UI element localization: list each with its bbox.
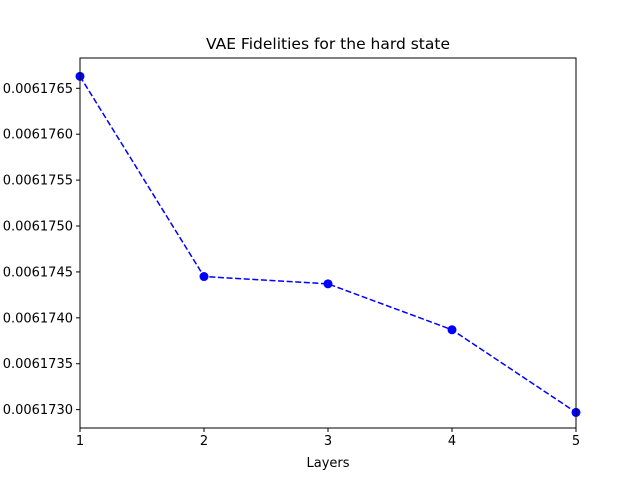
y-axis-ticks: 0.0061730 0.0061735 0.0061740 0.0061745 0.00… — [3, 82, 80, 418]
x-tick-label: 1 — [76, 434, 84, 449]
x-tick-label: 4 — [448, 434, 456, 449]
x-tick-label: 5 — [572, 434, 580, 449]
x-axis-ticks: 1 2 3 4 5 — [76, 428, 580, 449]
chart-title: VAE Fidelities for the hard state — [206, 35, 450, 53]
series-line — [79, 75, 577, 414]
y-tick-label: 0.0061730 — [3, 403, 73, 418]
x-axis-label: Layers — [306, 456, 349, 471]
series-layer — [75, 71, 581, 417]
y-tick-label: 0.0061755 — [3, 174, 73, 189]
data-point — [199, 272, 209, 282]
x-tick-label: 3 — [324, 434, 332, 449]
y-tick-label: 0.0061740 — [3, 311, 73, 326]
plot-area-frame — [79, 57, 577, 429]
x-tick-label: 2 — [200, 434, 208, 449]
y-tick-label: 0.0061760 — [3, 128, 73, 143]
y-tick-label: 0.0061765 — [3, 82, 73, 97]
y-tick-label: 0.0061735 — [3, 357, 73, 372]
data-point — [447, 325, 457, 335]
data-point — [323, 279, 333, 289]
y-tick-label: 0.0061750 — [3, 220, 73, 235]
y-tick-label: 0.0061745 — [3, 265, 73, 280]
